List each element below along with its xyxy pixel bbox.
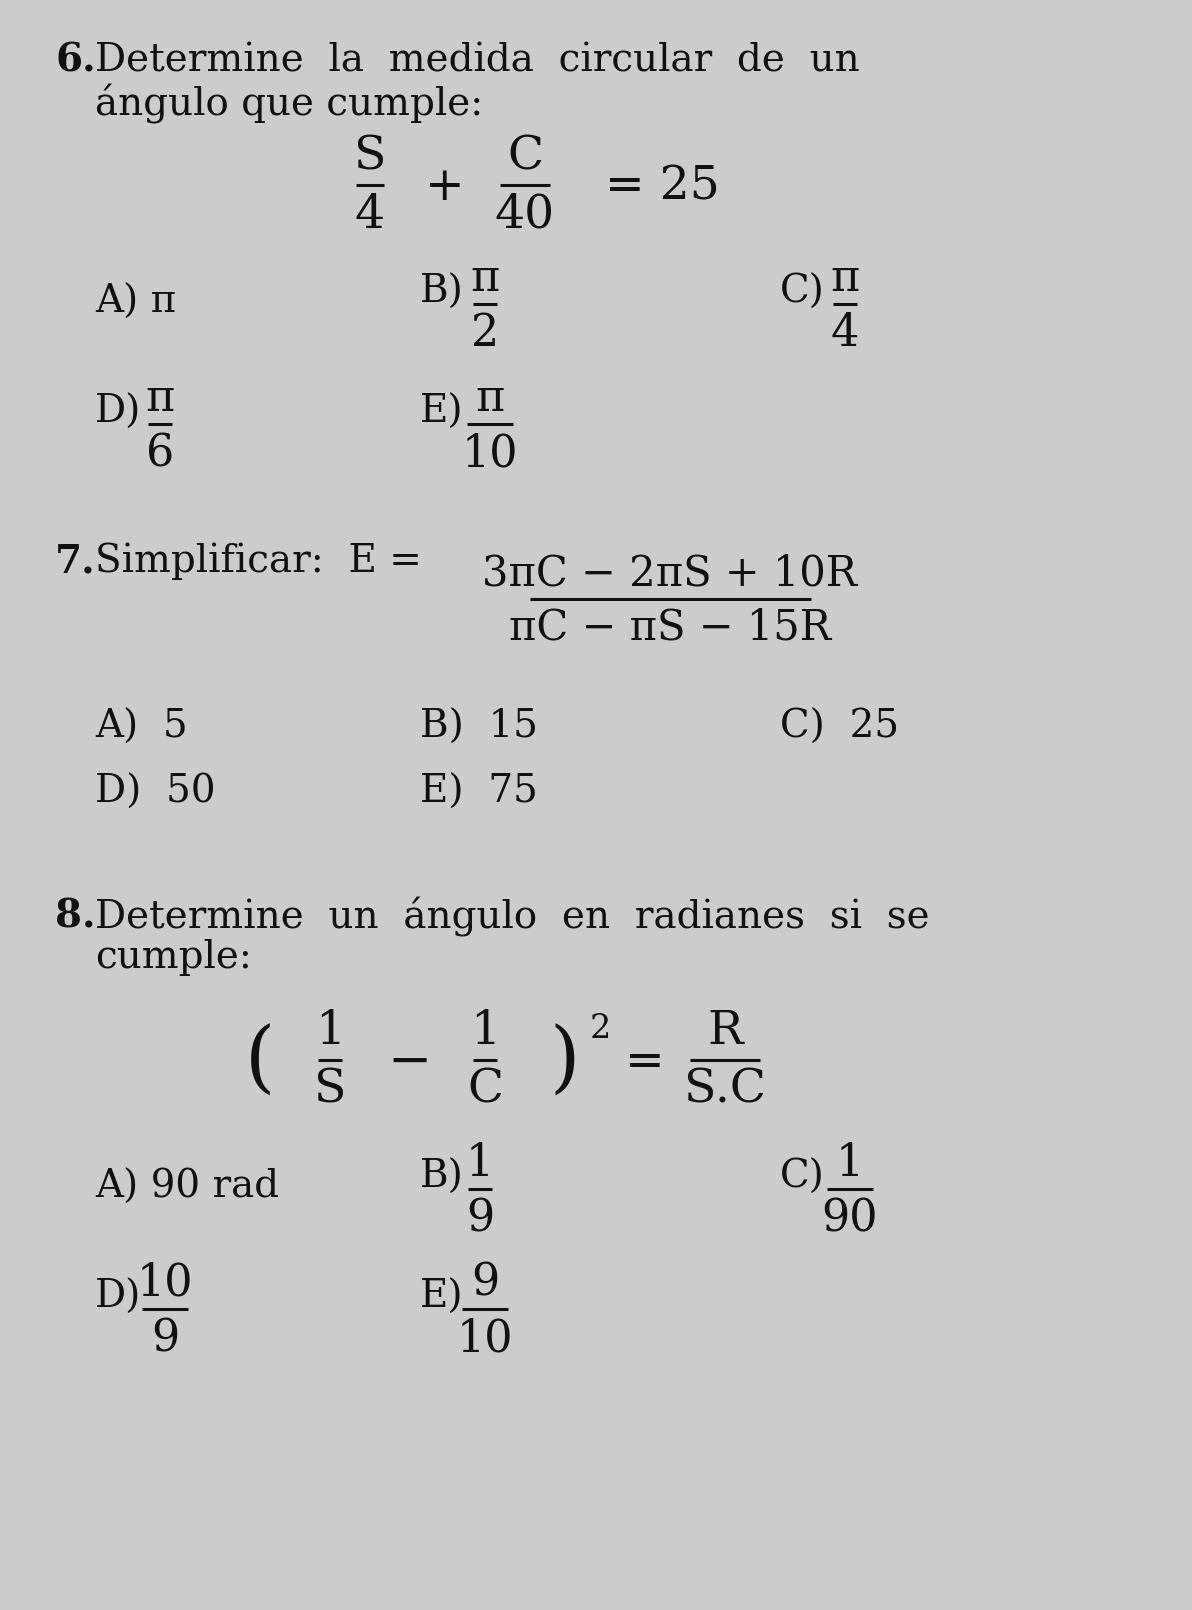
Text: ángulo que cumple:: ángulo que cumple: (95, 84, 483, 124)
Text: C: C (507, 134, 544, 179)
Text: 1: 1 (315, 1009, 344, 1055)
Text: 6.: 6. (55, 42, 95, 80)
Text: A) π: A) π (95, 283, 176, 320)
Text: π: π (476, 377, 504, 420)
Text: E): E) (420, 393, 464, 430)
Text: 9: 9 (466, 1196, 495, 1240)
Text: πC − πS − 15R: πC − πS − 15R (509, 607, 831, 649)
Text: 7.: 7. (55, 543, 95, 580)
Text: B)  15: B) 15 (420, 708, 538, 745)
Text: 2: 2 (589, 1013, 610, 1045)
Text: −: − (387, 1037, 433, 1087)
Text: C): C) (780, 274, 825, 311)
Text: Determine  la  medida  circular  de  un: Determine la medida circular de un (95, 42, 859, 79)
Text: D)  50: D) 50 (95, 773, 216, 810)
Text: 10: 10 (457, 1317, 514, 1360)
Text: C)  25: C) 25 (780, 708, 899, 745)
Text: 40: 40 (495, 193, 555, 238)
Text: 90: 90 (821, 1196, 879, 1240)
Text: 1: 1 (466, 1141, 495, 1185)
Text: S: S (313, 1067, 346, 1113)
Text: 4: 4 (831, 312, 859, 356)
Text: B): B) (420, 274, 464, 311)
Text: π: π (831, 256, 859, 299)
Text: Simplificar:  E =: Simplificar: E = (95, 543, 422, 580)
Text: 10: 10 (137, 1261, 193, 1304)
Text: S.C: S.C (684, 1067, 766, 1113)
Text: D): D) (95, 393, 142, 430)
Text: 6: 6 (145, 431, 174, 475)
Text: 4: 4 (355, 193, 385, 238)
Text: π: π (145, 377, 174, 420)
Text: 9: 9 (471, 1261, 499, 1304)
Text: (: ( (244, 1024, 275, 1100)
Text: 10: 10 (461, 431, 519, 475)
Text: =: = (625, 1040, 665, 1085)
Text: 1: 1 (470, 1009, 501, 1055)
Text: E): E) (420, 1278, 464, 1315)
Text: A)  5: A) 5 (95, 708, 188, 745)
Text: C): C) (780, 1159, 825, 1196)
Text: S: S (354, 134, 386, 179)
Text: 2: 2 (471, 312, 499, 356)
Text: E)  75: E) 75 (420, 773, 538, 810)
Text: π: π (471, 256, 499, 299)
Text: 9: 9 (151, 1317, 179, 1360)
Text: 8.: 8. (55, 897, 95, 935)
Text: A) 90 rad: A) 90 rad (95, 1169, 279, 1206)
Text: R: R (707, 1009, 743, 1055)
Text: 3πC − 2πS + 10R: 3πC − 2πS + 10R (483, 552, 857, 594)
Text: +: + (426, 164, 465, 209)
Text: ): ) (550, 1024, 581, 1100)
Text: = 25: = 25 (606, 164, 720, 209)
Text: C: C (467, 1067, 503, 1113)
Text: 1: 1 (836, 1141, 864, 1185)
Text: D): D) (95, 1278, 142, 1315)
Text: Determine  un  ángulo  en  radianes  si  se: Determine un ángulo en radianes si se (95, 897, 930, 937)
Text: cumple:: cumple: (95, 939, 252, 976)
Text: B): B) (420, 1159, 464, 1196)
